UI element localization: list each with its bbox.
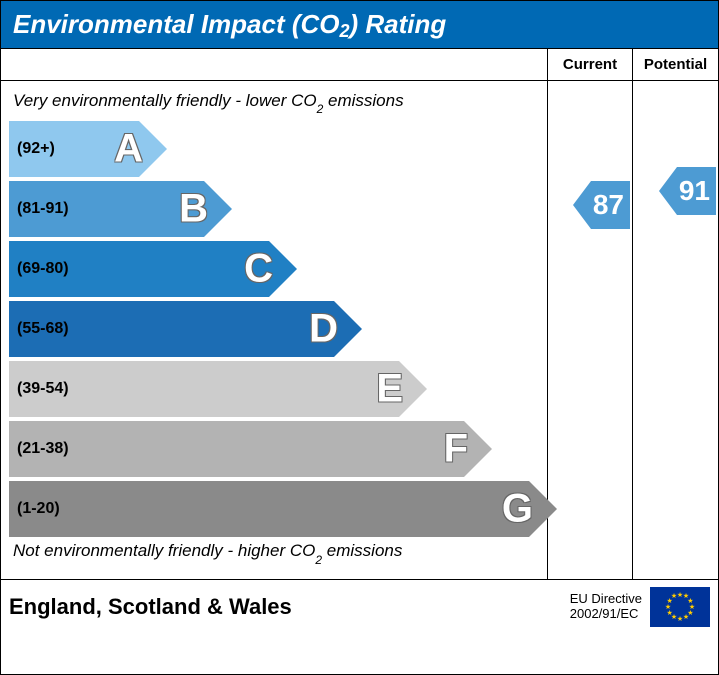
band-range-label: (21-38) xyxy=(17,440,69,458)
bands-area: (92+) A (81-91) B (69-80) C (55-68) D (39-54) E (2… xyxy=(9,121,547,537)
band-letter: D xyxy=(309,307,338,352)
eu-directive-block: EU Directive 2002/91/EC ★★★★★★★★★★★★ xyxy=(570,587,710,627)
region-label: England, Scotland & Wales xyxy=(9,594,292,620)
current-column: 87 xyxy=(548,81,633,579)
eu-line2: 2002/91/EC xyxy=(570,607,642,621)
band-range-label: (92+) xyxy=(17,140,55,158)
band-letter: G xyxy=(502,487,533,532)
band-bar: (81-91)B xyxy=(9,181,204,237)
chart-grid: Current Potential Very environmentally f… xyxy=(1,48,718,579)
band-letter: E xyxy=(376,367,403,412)
band-range-label: (69-80) xyxy=(17,260,69,278)
epc-rating-chart: Environmental Impact (CO2) Rating Curren… xyxy=(0,0,719,675)
band-bar: (21-38)F xyxy=(9,421,464,477)
band-arrow-icon xyxy=(204,181,232,237)
band-range-label: (55-68) xyxy=(17,320,69,338)
band-g: (1-20) G xyxy=(9,481,547,537)
band-bar: (92+)A xyxy=(9,121,139,177)
potential-column: 91 xyxy=(633,81,718,579)
body-row: Very environmentally friendly - lower CO… xyxy=(1,81,718,579)
band-range-label: (1-20) xyxy=(17,500,60,518)
band-bar: (69-80)C xyxy=(9,241,269,297)
eu-star-icon: ★ xyxy=(671,592,677,600)
band-range-label: (81-91) xyxy=(17,200,69,218)
band-letter: F xyxy=(444,427,468,472)
band-letter: A xyxy=(114,127,143,172)
band-f: (21-38) F xyxy=(9,421,547,477)
band-bar: (55-68)D xyxy=(9,301,334,357)
band-letter: B xyxy=(179,187,208,232)
band-a: (92+) A xyxy=(9,121,547,177)
eu-flag-icon: ★★★★★★★★★★★★ xyxy=(650,587,710,627)
band-d: (55-68) D xyxy=(9,301,547,357)
potential-value: 91 xyxy=(677,167,716,215)
band-arrow-icon xyxy=(269,241,297,297)
band-arrow-icon xyxy=(139,121,167,177)
header-row: Current Potential xyxy=(1,49,718,81)
caption-bottom: Not environmentally friendly - higher CO… xyxy=(13,541,547,563)
potential-marker: 91 xyxy=(659,167,716,215)
band-bar: (39-54)E xyxy=(9,361,399,417)
footer-row: England, Scotland & Wales EU Directive 2… xyxy=(1,579,718,633)
marker-arrow-icon xyxy=(659,167,677,215)
current-value: 87 xyxy=(591,181,630,229)
band-c: (69-80) C xyxy=(9,241,547,297)
band-b: (81-91) B xyxy=(9,181,547,237)
potential-col-header: Potential xyxy=(633,49,718,81)
eu-directive-text: EU Directive 2002/91/EC xyxy=(570,592,642,621)
band-letter: C xyxy=(244,247,273,292)
caption-top: Very environmentally friendly - lower CO… xyxy=(13,91,547,113)
eu-line1: EU Directive xyxy=(570,592,642,606)
current-marker: 87 xyxy=(573,181,630,229)
current-col-header: Current xyxy=(548,49,633,81)
eu-star-icon: ★ xyxy=(677,615,683,623)
band-arrow-icon xyxy=(464,421,492,477)
band-arrow-icon xyxy=(334,301,362,357)
marker-arrow-icon xyxy=(573,181,591,229)
eu-star-icon: ★ xyxy=(683,613,689,621)
chart-title: Environmental Impact (CO2) Rating xyxy=(1,1,718,48)
chart-column: Very environmentally friendly - lower CO… xyxy=(1,81,548,579)
band-bar: (1-20)G xyxy=(9,481,529,537)
chart-col-header xyxy=(1,49,548,81)
band-range-label: (39-54) xyxy=(17,380,69,398)
band-e: (39-54) E xyxy=(9,361,547,417)
